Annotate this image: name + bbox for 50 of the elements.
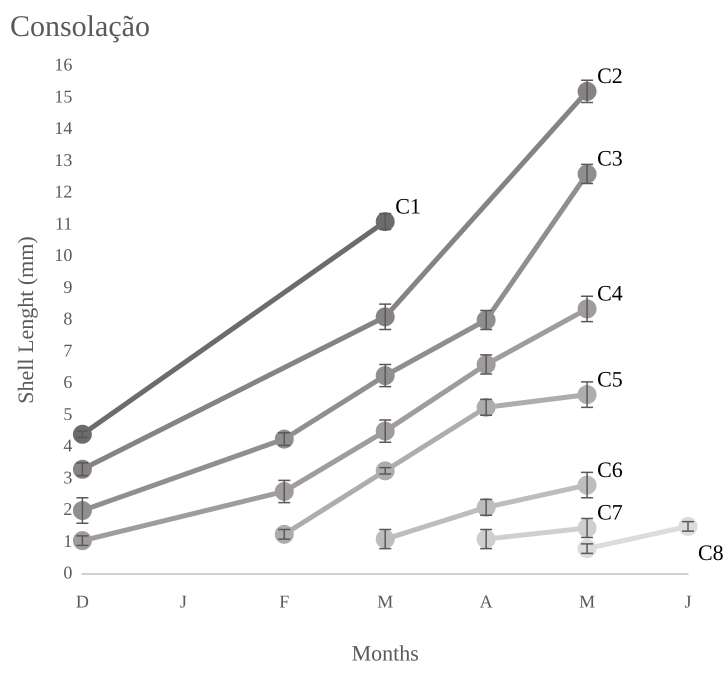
x-tick-label: A	[480, 592, 493, 612]
y-tick-label: 5	[63, 404, 72, 424]
series-label: C6	[597, 456, 623, 482]
y-tick-label: 11	[55, 213, 72, 234]
point	[578, 164, 597, 184]
x-tick-label: D	[76, 592, 89, 612]
x-tick-label: M	[579, 592, 596, 612]
point	[476, 498, 496, 517]
y-tick-label: 16	[54, 54, 72, 75]
y-tick-label: 2	[63, 499, 72, 520]
x-tick-label: M	[377, 592, 394, 612]
y-tick-label: 12	[54, 182, 72, 202]
y-tick-label: 7	[63, 340, 72, 360]
point	[476, 354, 496, 375]
y-tick-label: 10	[54, 245, 72, 266]
y-tick-label: 13	[54, 150, 72, 170]
x-axis-title: Months	[352, 640, 419, 666]
y-tick-label: 14	[54, 118, 72, 138]
y-tick-label: 4	[63, 436, 72, 456]
point	[274, 524, 294, 544]
y-tick-label: 0	[63, 562, 72, 583]
point	[72, 531, 92, 550]
series-label: C2	[597, 63, 623, 88]
point	[274, 430, 294, 449]
point	[476, 398, 496, 417]
chart-title: Consolação	[10, 10, 150, 43]
series-label: C3	[597, 146, 623, 171]
series-label: C4	[597, 280, 623, 306]
point	[376, 212, 395, 232]
point	[376, 528, 395, 550]
series-label: C5	[597, 366, 623, 392]
series-label: C1	[395, 193, 421, 218]
x-tick-label: J	[180, 592, 187, 612]
point	[72, 460, 92, 479]
point	[578, 518, 597, 538]
y-tick-label: 15	[54, 86, 72, 106]
y-tick-label: 9	[63, 276, 72, 297]
x-tick-label: J	[684, 592, 692, 612]
y-tick-label: 3	[63, 467, 72, 488]
point	[578, 539, 597, 558]
y-tick-label: 1	[63, 530, 72, 551]
y-tick-label: 8	[63, 308, 72, 329]
x-tick-label: F	[279, 592, 290, 612]
y-tick-label: 6	[63, 372, 72, 392]
point	[678, 516, 698, 536]
series-label: C8	[698, 540, 724, 566]
y-axis-title: Shell Lenght (mm)	[12, 236, 38, 404]
point	[476, 528, 496, 550]
point	[476, 310, 496, 330]
series-label: C7	[597, 500, 623, 525]
